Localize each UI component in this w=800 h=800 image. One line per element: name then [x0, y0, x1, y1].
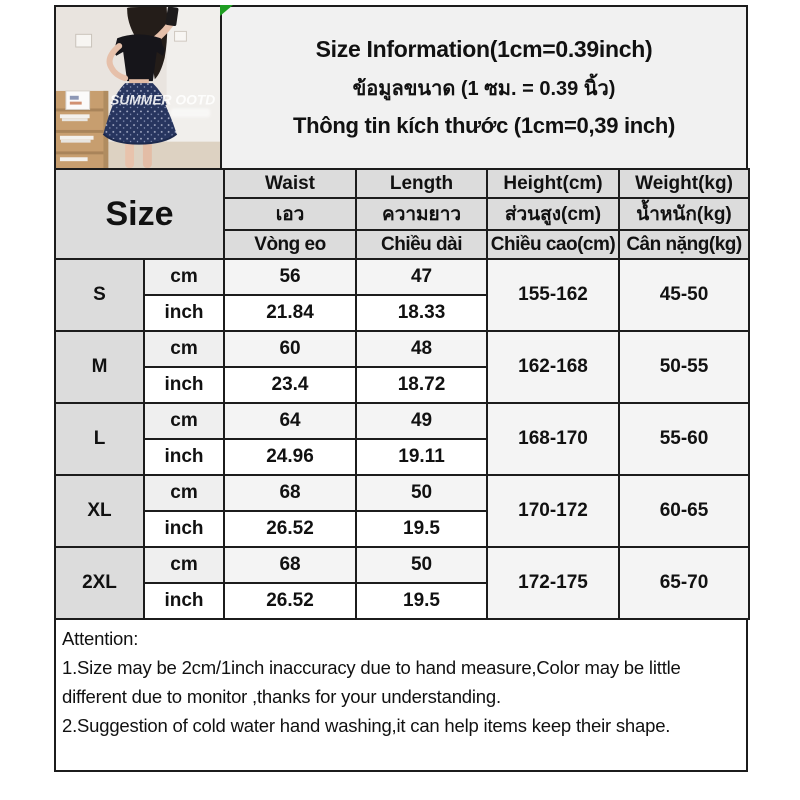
col-height-th: ส่วนสูง(cm) [486, 197, 621, 231]
size-label-xl: XL [54, 474, 145, 548]
height-range: 170-172 [486, 474, 621, 548]
unit-label: cm [142, 330, 226, 368]
title-box: Size Information(1cm=0.39inch) ข้อมูลขนา… [222, 7, 746, 168]
col-weight-en: Weight(kg) [618, 168, 751, 199]
col-weight-vi: Cân nặng(kg) [618, 229, 751, 260]
col-height-vi: Chiều cao(cm) [486, 229, 621, 260]
col-height-en: Height(cm) [486, 168, 621, 199]
height-range: 168-170 [486, 402, 621, 476]
col-waist-en: Waist [223, 168, 358, 199]
product-photo: SUMMER OOTD [56, 7, 222, 168]
row-m-inch: inch 23.4 18.72 [55, 366, 749, 404]
unit-label: inch [142, 582, 226, 620]
row-2xl-cm: 2XL cm 68 50 172-175 65-70 [54, 546, 751, 620]
attention-box: Attention: 1.Size may be 2cm/1inch inacc… [54, 618, 748, 772]
length-inch-value: 18.72 [355, 366, 489, 404]
unit-label: cm [142, 402, 226, 440]
attention-note-1: 1.Size may be 2cm/1inch inaccuracy due t… [62, 657, 681, 707]
top-section: SUMMER OOTD Size Information(1cm=0.39inc… [54, 5, 748, 170]
product-photo-art: SUMMER OOTD [56, 7, 220, 168]
unit-label: inch [142, 294, 226, 332]
header-row-vi: Vòng eo Chiều dài Chiều cao(cm) Cân nặng… [55, 229, 751, 260]
page-title-en: Size Information(1cm=0.39inch) [315, 36, 653, 62]
unit-label: cm [142, 258, 226, 296]
size-table: Size Waist Length Height(cm) Weight(kg) … [53, 168, 751, 620]
page-title-vi: Thông tin kích thước (1cm=0,39 inch) [293, 113, 675, 138]
waist-cm-value: 64 [223, 402, 358, 440]
unit-label: inch [142, 510, 226, 548]
size-header-cell: Size [53, 168, 226, 260]
unit-label: cm [142, 546, 226, 584]
length-cm-value: 47 [355, 258, 489, 296]
weight-range: 50-55 [618, 330, 751, 404]
waist-inch-value: 26.52 [223, 582, 358, 620]
waist-cm-value: 68 [223, 474, 358, 512]
waist-inch-value: 23.4 [223, 366, 358, 404]
length-cm-value: 49 [355, 402, 489, 440]
row-s-inch: inch 21.84 18.33 [55, 294, 749, 332]
waist-inch-value: 24.96 [223, 438, 358, 476]
height-range: 162-168 [486, 330, 621, 404]
attention-heading: Attention: [62, 628, 139, 649]
waist-inch-value: 26.52 [223, 510, 358, 548]
weight-range: 45-50 [618, 258, 751, 332]
header-row-th: เอว ความยาว ส่วนสูง(cm) น้ำหนัก(kg) [55, 197, 751, 231]
unit-label: inch [142, 366, 226, 404]
photo-overlay-text: SUMMER OOTD [110, 93, 215, 108]
col-length-th: ความยาว [355, 197, 489, 231]
green-corner-accent [220, 5, 233, 16]
header-row-en: Size Waist Length Height(cm) Weight(kg) [53, 168, 751, 260]
length-inch-value: 18.33 [355, 294, 489, 332]
size-label-m: M [54, 330, 145, 404]
waist-cm-value: 56 [223, 258, 358, 296]
watermark-blur [170, 108, 211, 118]
length-cm-value: 50 [355, 546, 489, 584]
row-xl-inch: inch 26.52 19.5 [55, 510, 749, 548]
row-xl-cm: XL cm 68 50 170-172 60-65 [54, 474, 751, 548]
col-waist-vi: Vòng eo [223, 229, 358, 260]
length-inch-value: 19.11 [355, 438, 489, 476]
waist-cm-value: 68 [223, 546, 358, 584]
row-2xl-inch: inch 26.52 19.5 [55, 582, 749, 620]
height-range: 155-162 [486, 258, 621, 332]
page-title-th: ข้อมูลขนาด (1 ซม. = 0.39 นิ้ว) [352, 78, 616, 100]
col-length-vi: Chiều dài [355, 229, 489, 260]
waist-cm-value: 60 [223, 330, 358, 368]
size-label-2xl: 2XL [54, 546, 145, 620]
row-s-cm: S cm 56 47 155-162 45-50 [54, 258, 751, 332]
length-cm-value: 48 [355, 330, 489, 368]
waist-inch-value: 21.84 [223, 294, 358, 332]
size-chart: SUMMER OOTD Size Information(1cm=0.39inc… [53, 5, 751, 772]
length-cm-value: 50 [355, 474, 489, 512]
col-length-en: Length [355, 168, 489, 199]
length-inch-value: 19.5 [355, 582, 489, 620]
row-l-inch: inch 24.96 19.11 [55, 438, 749, 476]
length-inch-value: 19.5 [355, 510, 489, 548]
size-label-l: L [54, 402, 145, 476]
row-l-cm: L cm 64 49 168-170 55-60 [54, 402, 751, 476]
weight-range: 55-60 [618, 402, 751, 476]
size-label-s: S [54, 258, 145, 332]
col-waist-th: เอว [223, 197, 358, 231]
row-m-cm: M cm 60 48 162-168 50-55 [54, 330, 751, 404]
col-weight-th: น้ำหนัก(kg) [618, 197, 751, 231]
unit-label: inch [142, 438, 226, 476]
height-range: 172-175 [486, 546, 621, 620]
attention-note-2: 2.Suggestion of cold water hand washing,… [62, 715, 671, 736]
unit-label: cm [142, 474, 226, 512]
weight-range: 60-65 [618, 474, 751, 548]
weight-range: 65-70 [618, 546, 751, 620]
